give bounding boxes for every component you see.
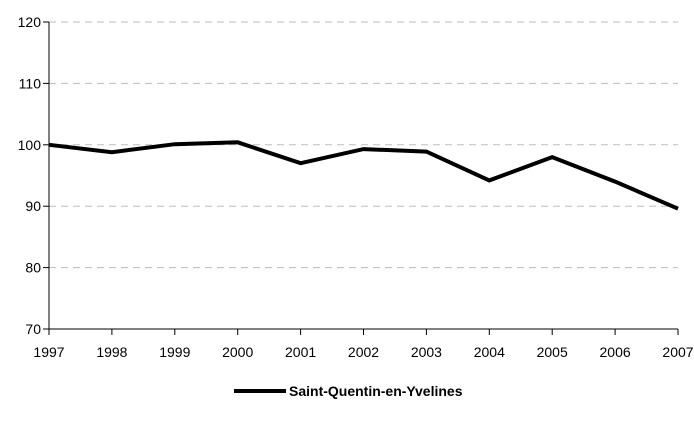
series-line-0 — [48, 140, 679, 211]
x-tick-label: 1999 — [159, 344, 190, 360]
x-tick-label: 2000 — [222, 344, 253, 360]
x-tick-label: 2003 — [411, 344, 442, 360]
y-tick-label: 120 — [18, 14, 42, 30]
x-tick-label: 1998 — [96, 344, 127, 360]
y-tick-label: 80 — [25, 260, 41, 276]
x-tick-label: 2006 — [600, 344, 631, 360]
x-tick-label: 2004 — [474, 344, 505, 360]
x-tick-label: 2001 — [285, 344, 316, 360]
legend-label: Saint-Quentin-en-Yvelines — [289, 383, 463, 399]
y-tick-label: 100 — [18, 137, 42, 153]
x-tick-label: 2005 — [537, 344, 568, 360]
y-tick-label: 110 — [19, 75, 42, 91]
y-tick-label: 70 — [25, 321, 41, 337]
x-tick-label: 2007 — [662, 344, 693, 360]
x-tick-label: 1997 — [33, 344, 64, 360]
x-tick-label: 2002 — [348, 344, 379, 360]
gridlines — [49, 21, 678, 269]
y-tick-label: 90 — [25, 198, 41, 214]
x-axis-ticks: 1997 1998 1999 2000 2001 2002 2003 2004 2005 2006… — [33, 329, 694, 360]
y-axis-ticks: 70 80 90 100 110 120 — [18, 14, 49, 337]
legend: Saint-Quentin-en-Yvelines — [234, 383, 463, 399]
axes — [48, 22, 678, 330]
series-lines — [48, 140, 679, 211]
